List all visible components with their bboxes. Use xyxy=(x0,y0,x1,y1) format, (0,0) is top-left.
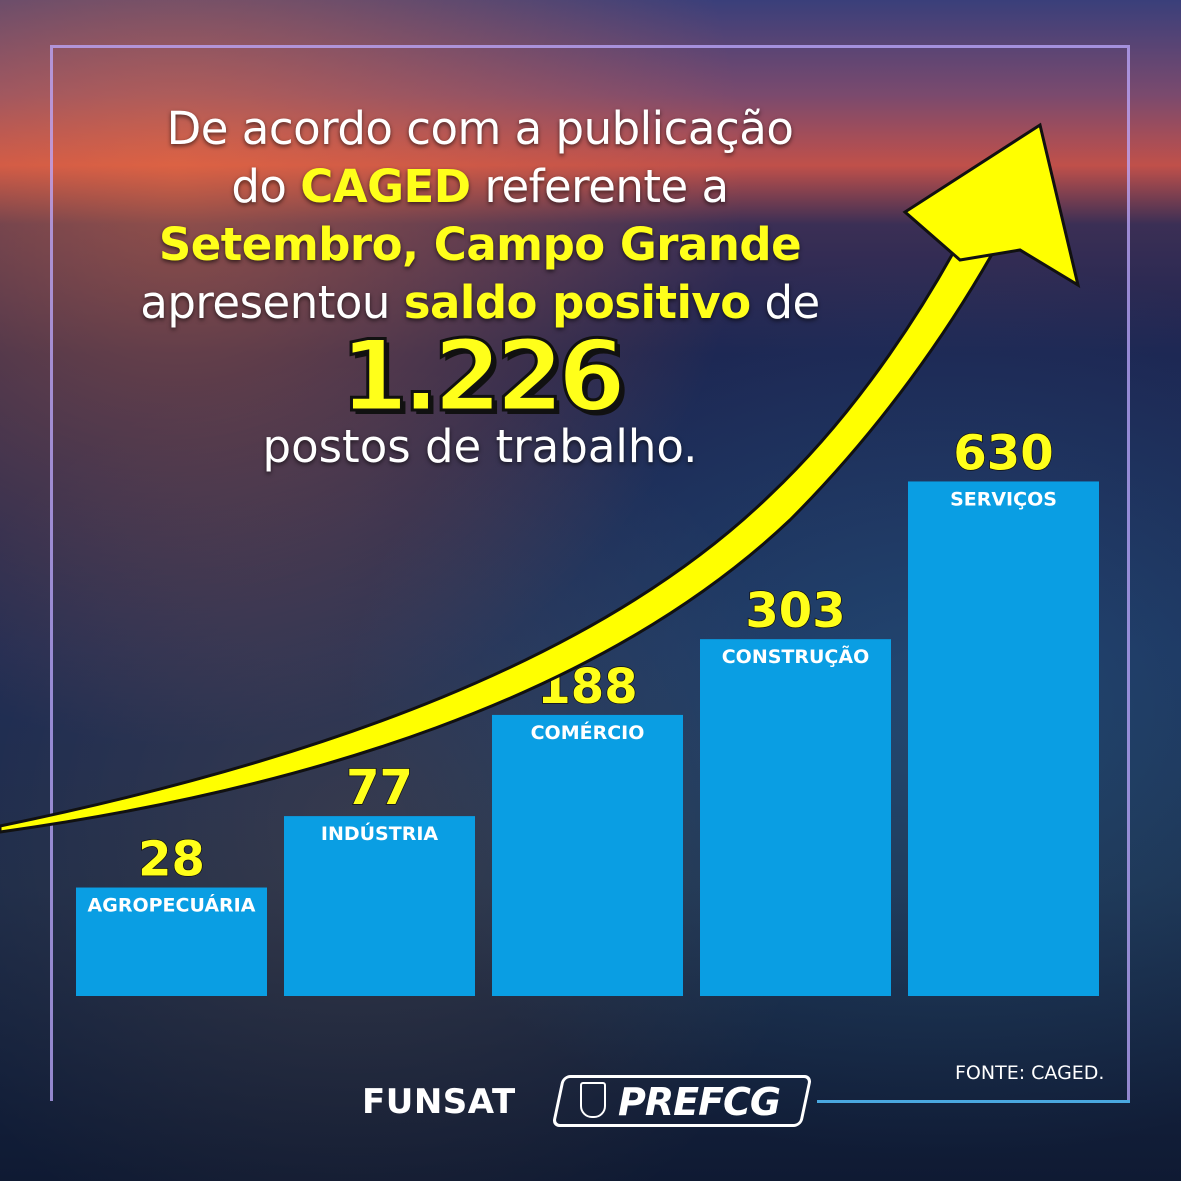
arrow-head-icon xyxy=(902,122,1081,289)
footer-line xyxy=(817,1100,1130,1103)
bar-0 xyxy=(76,887,267,996)
bar-value: 630 xyxy=(953,425,1053,481)
total-jobs: 1.226 xyxy=(339,319,628,436)
headline-text: apresentou xyxy=(140,276,404,329)
headline-text: referente a xyxy=(470,160,729,213)
headline-highlight: CAGED xyxy=(300,160,471,213)
prefcg-logo: PREFCG xyxy=(618,1080,781,1124)
headline-subtitle: postos de trabalho. xyxy=(262,420,698,473)
bar-value: 28 xyxy=(138,832,205,888)
bar-label: INDÚSTRIA xyxy=(321,821,439,845)
bar-2 xyxy=(492,714,683,996)
headline: De acordo com a publicação do CAGED refe… xyxy=(60,100,900,332)
headline-text: de xyxy=(750,276,820,329)
bar-label: AGROPECUÁRIA xyxy=(88,894,256,917)
headline-highlight: saldo positivo xyxy=(403,276,751,329)
bar-3 xyxy=(700,639,891,996)
bar-1 xyxy=(284,816,475,996)
headline-highlight: Setembro, Campo Grande xyxy=(158,218,802,271)
bar-value: 303 xyxy=(745,583,845,639)
bar-4 xyxy=(908,481,1099,996)
funsat-logo: FUNSAT xyxy=(362,1082,516,1122)
source-note: FONTE: CAGED. xyxy=(955,1062,1105,1084)
bar-value: 77 xyxy=(346,760,413,816)
headline-line1: De acordo com a publicação xyxy=(166,102,794,155)
bar-label: COMÉRCIO xyxy=(531,721,645,744)
bar-label: SERVIÇOS xyxy=(950,488,1057,510)
headline-text: do xyxy=(231,160,301,213)
crest-icon xyxy=(580,1082,606,1118)
decorative-frame xyxy=(50,45,1130,1101)
bar-label: CONSTRUÇÃO xyxy=(722,644,870,668)
